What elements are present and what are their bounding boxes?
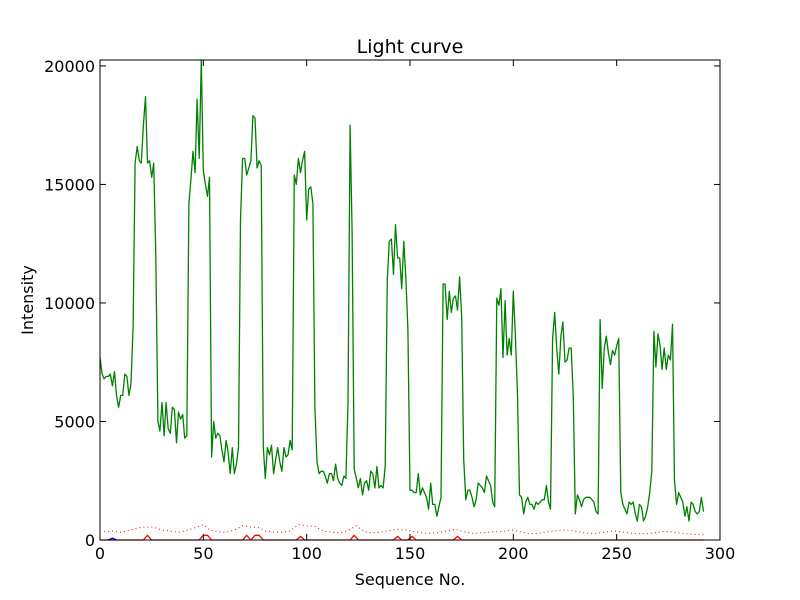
series-line-3	[108, 537, 117, 541]
y-axis-label: Intensity	[18, 265, 37, 335]
x-tick-label: 200	[498, 544, 529, 563]
y-tick-label: 10000	[44, 294, 95, 313]
y-tick-label: 5000	[54, 412, 95, 431]
y-tick-label: 20000	[44, 57, 95, 76]
x-tick-label: 50	[193, 544, 213, 563]
y-tick-label: 15000	[44, 175, 95, 194]
tick-layer: 0 50 100 150 200 250 300 0 5000 10000 15000 20000	[44, 57, 735, 563]
series-line-0	[99, 59, 705, 522]
x-tick-label: 250	[601, 544, 632, 563]
series-layer	[99, 59, 705, 541]
x-tick-label: 150	[395, 544, 426, 563]
y-tick-label: 0	[85, 531, 95, 550]
x-tick-label: 100	[291, 544, 322, 563]
series-line-1	[104, 524, 704, 536]
chart-title: Light curve	[357, 36, 464, 58]
x-tick-label: 0	[95, 544, 105, 563]
x-axis-label: Sequence No.	[355, 570, 466, 589]
series-line-2	[100, 534, 704, 541]
x-tick-label: 300	[705, 544, 736, 563]
